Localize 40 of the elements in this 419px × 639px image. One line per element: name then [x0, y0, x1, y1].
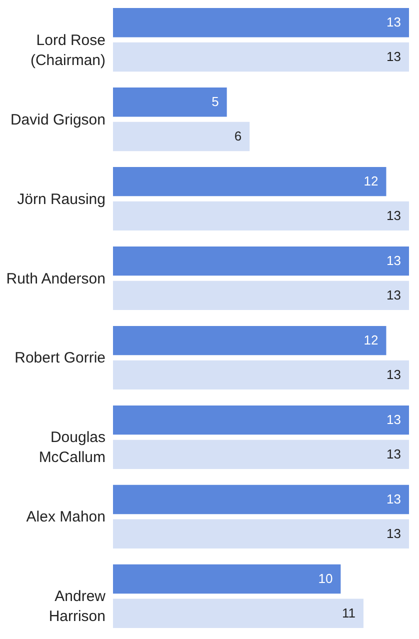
data-label: 13 — [386, 287, 401, 302]
y-tick-label: Lord Rose (Chairman) — [30, 32, 106, 69]
data-label: 13 — [386, 208, 401, 223]
bar — [113, 519, 409, 549]
data-label: 13 — [386, 492, 401, 507]
y-tick-label: Jörn Rausing — [17, 190, 106, 208]
y-tick-label: Ruth Anderson — [6, 270, 106, 288]
bar — [113, 598, 364, 628]
data-label: 13 — [386, 366, 401, 382]
data-label: 12 — [364, 332, 378, 348]
data-label: 10 — [318, 571, 333, 586]
data-label: 13 — [386, 446, 401, 462]
bar — [113, 484, 409, 514]
bar — [113, 246, 409, 276]
data-label: 5 — [212, 94, 219, 110]
data-label: 13 — [386, 526, 401, 541]
data-label: 11 — [342, 605, 356, 620]
bar — [113, 8, 409, 38]
data-label: 6 — [234, 128, 242, 144]
bar — [113, 564, 341, 594]
bar — [113, 166, 386, 196]
bar — [113, 87, 227, 117]
bar — [113, 360, 409, 390]
bar — [113, 201, 409, 231]
data-label: 13 — [386, 14, 401, 30]
y-tick-label: David Grigson — [10, 111, 106, 128]
data-label: 12 — [364, 174, 378, 189]
y-tick-label: Robert Gorrie — [14, 350, 106, 367]
bar — [113, 440, 409, 470]
bar — [113, 122, 250, 152]
data-label: 13 — [386, 412, 401, 428]
bar — [113, 280, 409, 310]
data-label: 13 — [386, 48, 401, 64]
bar — [113, 405, 409, 435]
bar — [113, 326, 386, 356]
y-tick-label: Douglas McCallum — [38, 429, 106, 466]
y-tick-label: Andrew Harrison — [48, 588, 106, 626]
y-tick-label: Alex Mahon — [26, 508, 106, 526]
bar — [113, 42, 409, 72]
data-label: 13 — [386, 253, 401, 268]
